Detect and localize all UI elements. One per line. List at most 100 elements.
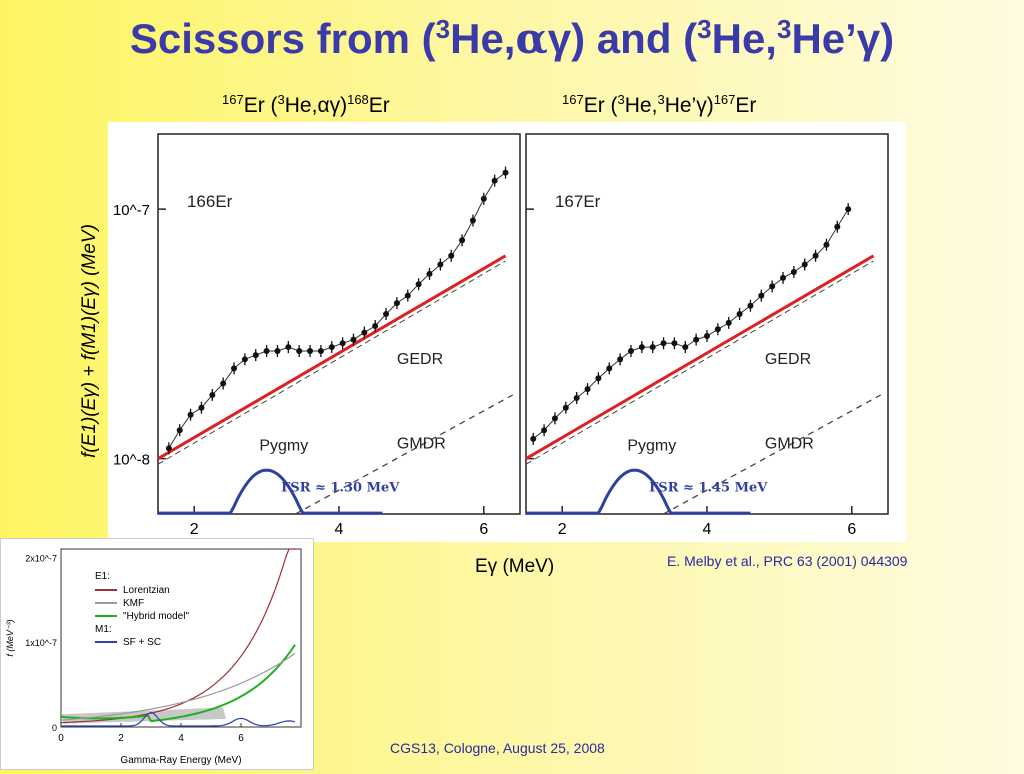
gedr-label: GEDR: [765, 351, 811, 368]
data-point: [231, 365, 238, 372]
scissors-width-label: ΓSR ≈ 1.45 MeV: [649, 480, 768, 495]
gmdr-line: [295, 394, 514, 515]
inset-legend-e1-header: E1:: [95, 571, 110, 582]
data-point: [530, 435, 537, 442]
inset-y-tick-label: 0: [52, 723, 57, 733]
data-point: [790, 268, 797, 275]
y-tick-label: 10^-7: [113, 202, 150, 219]
inset-y-axis-label: f (MeV⁻³): [5, 619, 15, 656]
data-point: [480, 195, 487, 202]
data-point: [823, 241, 830, 248]
data-point: [339, 340, 346, 347]
gedr-fit-line: [157, 254, 507, 460]
data-point: [448, 252, 455, 259]
right-plot-subtitle: 167Er (3He,3He’γ)167Er: [562, 92, 757, 117]
x-tick-label: 6: [479, 521, 488, 538]
inset-chart: 0 2 4 6 0 1x10^-7 2x10^-7 Gamma-Ray Energy (MeV…: [0, 538, 314, 770]
x-tick-label: 2: [558, 521, 567, 538]
y-tick-label: 10^-8: [113, 452, 150, 469]
data-point: [725, 319, 732, 326]
data-point: [834, 223, 841, 230]
inset-legend-m1-header: M1:: [95, 624, 112, 635]
gmdr-line: [663, 394, 882, 515]
data-point: [372, 323, 379, 330]
data-point: [252, 352, 259, 359]
data-point: [274, 348, 281, 355]
inset-sfsc-curve: [61, 711, 296, 727]
gedr-dashed-line: [157, 260, 506, 465]
data-point: [187, 411, 194, 418]
data-point: [241, 356, 248, 363]
data-point: [165, 445, 172, 452]
inset-x-tick-label: 0: [58, 733, 64, 744]
data-point: [176, 427, 183, 434]
data-point: [812, 252, 819, 259]
data-point: [562, 404, 569, 411]
data-point: [491, 177, 498, 184]
data-point: [350, 336, 357, 343]
footer-text: CGS13, Cologne, August 25, 2008: [390, 740, 605, 756]
data-point: [704, 333, 710, 340]
data-point: [383, 310, 390, 317]
data-point: [307, 348, 314, 355]
data-point: [469, 217, 476, 224]
gedr-dashed-line: [525, 260, 874, 465]
data-point: [747, 302, 754, 309]
data-point: [617, 356, 624, 363]
inset-x-tick-label: 4: [178, 733, 184, 744]
main-figure: 2 4 6 10^-7 10^-8 GEDR GMDR Pygmy ΓSR ≈ 1.30 MeV…: [108, 122, 906, 542]
gedr-fit-line: [525, 254, 875, 460]
data-point: [758, 292, 765, 299]
plot-frame: [525, 133, 889, 515]
inset-legend-label: KMF: [123, 598, 144, 609]
data-point: [296, 348, 303, 355]
inset-plot-frame: [60, 548, 302, 728]
left-plot-panel: 2 4 6 10^-7 10^-8 GEDR GMDR Pygmy ΓSR ≈ 1.30 MeV…: [113, 133, 521, 538]
data-point: [459, 237, 466, 244]
data-point: [198, 404, 205, 411]
inset-x-tick-label: 2: [118, 733, 124, 744]
reference-citation: E. Melby et al., PRC 63 (2001) 044309: [667, 553, 908, 569]
data-point: [285, 344, 292, 351]
data-point: [263, 348, 270, 355]
inset-legend-label: Lorentzian: [123, 585, 170, 596]
data-point: [660, 340, 667, 347]
x-tick-label: 4: [335, 521, 344, 538]
inset-kmf-curve: [60, 652, 296, 721]
inset-legend-label: "Hybrid model": [123, 611, 189, 622]
main-figure-svg: 2 4 6 10^-7 10^-8 GEDR GMDR Pygmy ΓSR ≈ 1.30 MeV…: [113, 133, 889, 538]
data-point: [682, 344, 689, 351]
slide-title: Scissors from (3He,αγ) and (3He,3He’γ): [129, 14, 895, 63]
inset-x-tick-label: 6: [238, 733, 244, 744]
data-point: [595, 375, 602, 382]
data-point: [627, 348, 634, 355]
data-point: [393, 300, 400, 307]
plot-frame: [157, 133, 521, 515]
data-point: [317, 348, 324, 355]
data-point: [209, 391, 216, 398]
pygmy-label: Pygmy: [627, 437, 676, 454]
nucleus-label: 166Er: [187, 192, 233, 211]
data-point: [671, 340, 678, 347]
x-tick-label: 6: [847, 521, 856, 538]
nucleus-label: 167Er: [555, 192, 601, 211]
gedr-label: GEDR: [397, 351, 443, 368]
inset-chart-svg: 0 2 4 6 0 1x10^-7 2x10^-7 Gamma-Ray Energy (MeV…: [5, 548, 302, 766]
inset-legend-label: SF + SC: [123, 637, 161, 648]
data-point: [426, 270, 433, 277]
data-point: [584, 386, 591, 393]
gmdr-label: GMDR: [397, 435, 446, 452]
right-plot-panel: 2 4 6 GEDR GMDR Pygmy ΓSR ≈ 1.45 MeV 167Er: [525, 133, 889, 538]
total-fit-curve: [532, 208, 849, 440]
pygmy-curve: [526, 468, 751, 515]
left-plot-subtitle: 167Er (3He,αγ)168Er: [222, 92, 390, 117]
data-point: [638, 344, 645, 351]
data-point: [415, 281, 422, 288]
pygmy-label: Pygmy: [259, 437, 308, 454]
data-point: [541, 427, 548, 434]
data-point: [361, 329, 368, 336]
gmdr-label: GMDR: [765, 435, 814, 452]
inset-hybrid-curve: [60, 644, 296, 723]
data-point: [769, 283, 776, 290]
data-point: [551, 415, 558, 422]
